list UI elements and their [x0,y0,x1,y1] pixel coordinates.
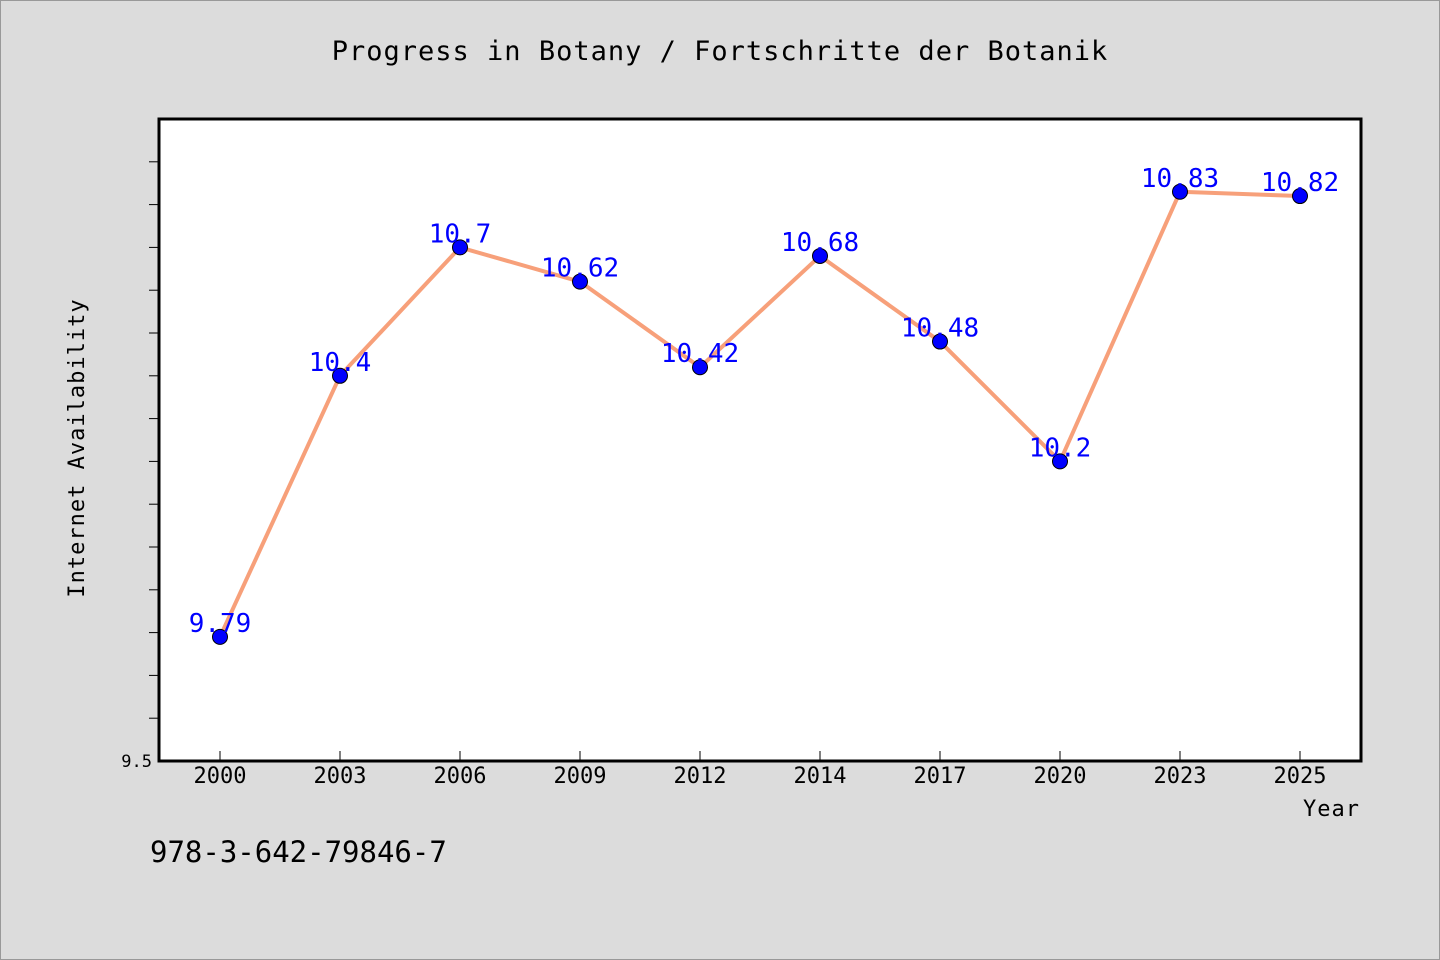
series-group: 9.79 10.4 10.7 10.62 10.42 10.68 10.48 10.2 10.8… [189,164,1339,645]
y-tick-label: 9.5 [121,752,152,772]
data-point [212,628,228,645]
data-label: 10.62 [541,254,619,284]
y-axis-ticks [149,161,159,719]
x-tick-label: 2012 [674,764,727,789]
x-tick-label: 2023 [1154,764,1207,789]
data-label: 9.79 [189,609,252,639]
data-label: 10.7 [429,219,492,249]
x-tick-label: 2009 [554,764,607,789]
data-label: 10.2 [1029,433,1092,463]
x-tick-label: 2003 [314,764,367,789]
x-tick-label: 2014 [794,764,847,789]
data-point [452,239,468,256]
data-point [1052,453,1068,470]
x-tick-label: 2000 [194,764,247,789]
x-tick-label: 2025 [1274,764,1327,789]
data-point [692,359,708,376]
data-label: 10.4 [309,348,372,378]
data-label: 10.82 [1261,168,1339,198]
data-label: 10.83 [1141,164,1219,194]
data-label: 10.48 [901,314,979,344]
series-line [218,189,1301,638]
isbn-text: 978-3-642-79846-7 [150,835,447,869]
data-label: 10.42 [661,339,739,369]
plot-area [157,117,1363,763]
data-label: 10.68 [781,228,859,258]
x-axis-label: Year [1303,797,1360,822]
data-point [932,333,948,350]
x-tick-label: 2017 [914,764,967,789]
data-point [332,367,348,384]
x-tick-label: 2006 [434,764,487,789]
x-axis-ticks: 2000 2003 2006 2009 2012 2014 2017 2020 2023 2025 [194,751,1327,789]
x-tick-label: 2020 [1034,764,1087,789]
data-point [1172,183,1188,200]
y-axis-label: Internet Availability [65,298,90,597]
data-point [812,247,828,264]
data-point [572,273,588,290]
chart-title: Progress in Botany / Fortschritte der Bo… [331,36,1109,67]
data-point [1292,188,1308,205]
